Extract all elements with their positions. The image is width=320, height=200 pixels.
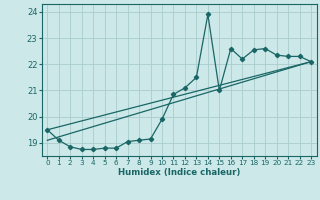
X-axis label: Humidex (Indice chaleur): Humidex (Indice chaleur) xyxy=(118,168,240,177)
